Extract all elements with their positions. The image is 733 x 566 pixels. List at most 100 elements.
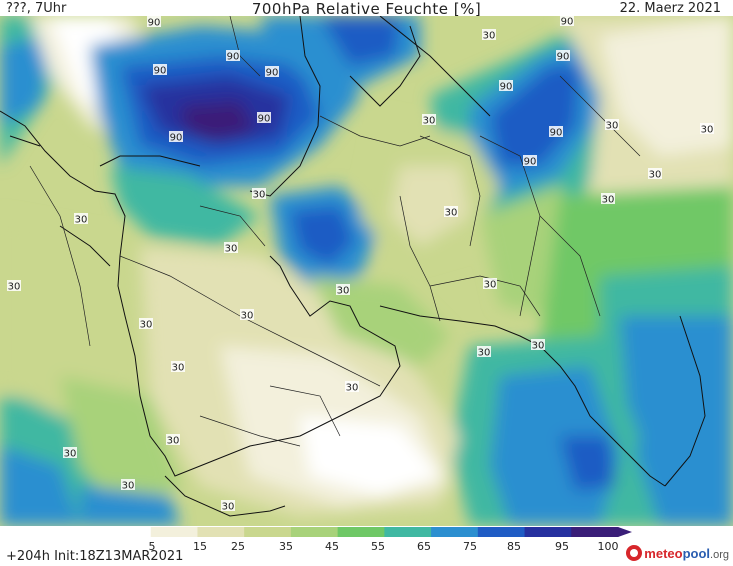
contour-label-bg: [499, 80, 513, 91]
contour-label-bg: [648, 168, 662, 179]
contour-label: 30: [140, 320, 153, 331]
contour-label-bg: [139, 318, 153, 329]
colorbar-tick-label: 15: [193, 540, 207, 553]
contour-label-bg: [601, 193, 615, 204]
contour-label: 90: [148, 18, 161, 29]
colorbar-tick-label: 95: [555, 540, 569, 553]
colorbar-swatch: [244, 527, 292, 537]
contour-label: 30: [172, 363, 185, 374]
contour-label-bg: [336, 284, 350, 295]
contour-label-bg: [221, 500, 235, 511]
contour-label-bg: [153, 64, 167, 75]
contour-label-bg: [422, 114, 436, 125]
map-title: 700hPa Relative Feuchte [%]: [251, 0, 482, 18]
colorbar-swatch: [197, 527, 245, 537]
colorbar-tick-label: 100: [597, 540, 619, 553]
contour-label-bg: [121, 479, 135, 490]
contour-label: 30: [167, 436, 180, 447]
contour-label-bg: [477, 346, 491, 357]
contour-label-bg: [556, 50, 570, 61]
contour-label-bg: [560, 16, 574, 26]
colorbar-swatch: [104, 527, 152, 537]
contour-label-bg: [605, 119, 619, 130]
colorbar-swatch: [431, 527, 479, 537]
colorbar-swatch: [524, 527, 572, 537]
contour-label-bg: [252, 188, 266, 199]
contour-label-bg: [265, 66, 279, 77]
contour-label-bg: [224, 242, 238, 253]
contour-label: 90: [170, 133, 183, 144]
colorbar-swatch: [384, 527, 432, 537]
colorbar-swatch: [150, 527, 198, 537]
contour-label: 30: [532, 341, 545, 352]
contour-label-bg: [482, 29, 496, 40]
contour-label-bg: [74, 213, 88, 224]
contour-label-bg: [523, 155, 537, 166]
logo-icon: [626, 545, 643, 561]
humidity-field: [0, 16, 733, 526]
contour-label: 30: [445, 208, 458, 219]
colorbar-tick-label: 85: [507, 540, 521, 553]
colorbar-tick-label: 5: [148, 540, 156, 553]
contour-label-bg: [169, 131, 183, 142]
contour-label: 30: [606, 121, 619, 132]
colorbar-tick-label: 75: [463, 540, 477, 553]
contour-label: 30: [649, 170, 662, 181]
contour-label: 30: [241, 311, 254, 322]
contour-label: 30: [484, 280, 497, 291]
colorbar-tick-label: 25: [231, 540, 245, 553]
contour-label-bg: [257, 112, 271, 123]
contour-label-bg: [63, 447, 77, 458]
contour-label: 90: [500, 82, 513, 93]
contour-label: 30: [602, 195, 615, 206]
contour-label: 30: [225, 244, 238, 255]
contour-label: 30: [222, 502, 235, 513]
contour-label: 30: [478, 348, 491, 359]
humidity-map: 90 90 90 90 90 90 90 90 90 90 90 30 30 30 30 30 30 30 30 30…: [0, 16, 733, 526]
colorbar-tick-label: 55: [371, 540, 385, 553]
contour-label: 90: [561, 17, 574, 28]
contour-label: 30: [483, 31, 496, 42]
contour-label: 30: [8, 282, 21, 293]
contour-label-bg: [549, 126, 563, 137]
contour-label-bg: [444, 206, 458, 217]
contour-label-bg: [7, 280, 21, 291]
colorbar-ramp: [104, 527, 632, 537]
contour-label-bg: [147, 16, 161, 27]
country-borders: [29, 16, 641, 447]
colorbar-arrow: [618, 527, 632, 537]
colorbar-swatch: [337, 527, 385, 537]
forecast-date: 22. Maerz 2021: [619, 1, 721, 16]
contour-label: 90: [524, 157, 537, 168]
contour-label-bg: [483, 278, 497, 289]
contour-label: 30: [423, 116, 436, 127]
colorbar-tick-label: 35: [279, 540, 293, 553]
contour-label: 90: [227, 52, 240, 63]
contour-label-bg: [171, 361, 185, 372]
contour-label: 30: [701, 125, 714, 136]
contour-label-bg: [531, 339, 545, 350]
contour-label-bg: [240, 309, 254, 320]
contour-label: 30: [122, 481, 135, 492]
coastlines: [0, 16, 706, 517]
contour-label: 30: [253, 190, 266, 201]
contour-label: 30: [75, 215, 88, 226]
run-info: +204h Init:18Z13MAR2021: [6, 549, 184, 564]
contour-label-bg: [226, 50, 240, 61]
contour-labels: 90 90 90 90 90 90 90 90 90 90 90 30 30 30 30 30 30 30 30 30…: [7, 16, 714, 513]
map-canvas: 90 90 90 90 90 90 90 90 90 90 90 30 30 30 30 30 30 30 30 30…: [0, 16, 733, 526]
meteopool-logo[interactable]: meteopool.org: [626, 545, 729, 561]
contour-label: 90: [266, 68, 279, 79]
contour-label-bg: [345, 381, 359, 392]
contour-label: 90: [154, 66, 167, 77]
colorbar: 5 15 25 35 45 55 65 75 85 95 100: [104, 527, 632, 553]
colorbar-swatch: [477, 527, 526, 537]
contour-label: 30: [346, 383, 359, 394]
contour-label-bg: [700, 123, 714, 134]
contour-label: 90: [550, 128, 563, 139]
contour-label: 30: [64, 449, 77, 460]
contour-label: 90: [557, 52, 570, 63]
colorbar-swatch: [290, 527, 339, 537]
forecast-time-label: ???, 7Uhr: [6, 1, 67, 16]
colorbar-tick-label: 65: [417, 540, 431, 553]
